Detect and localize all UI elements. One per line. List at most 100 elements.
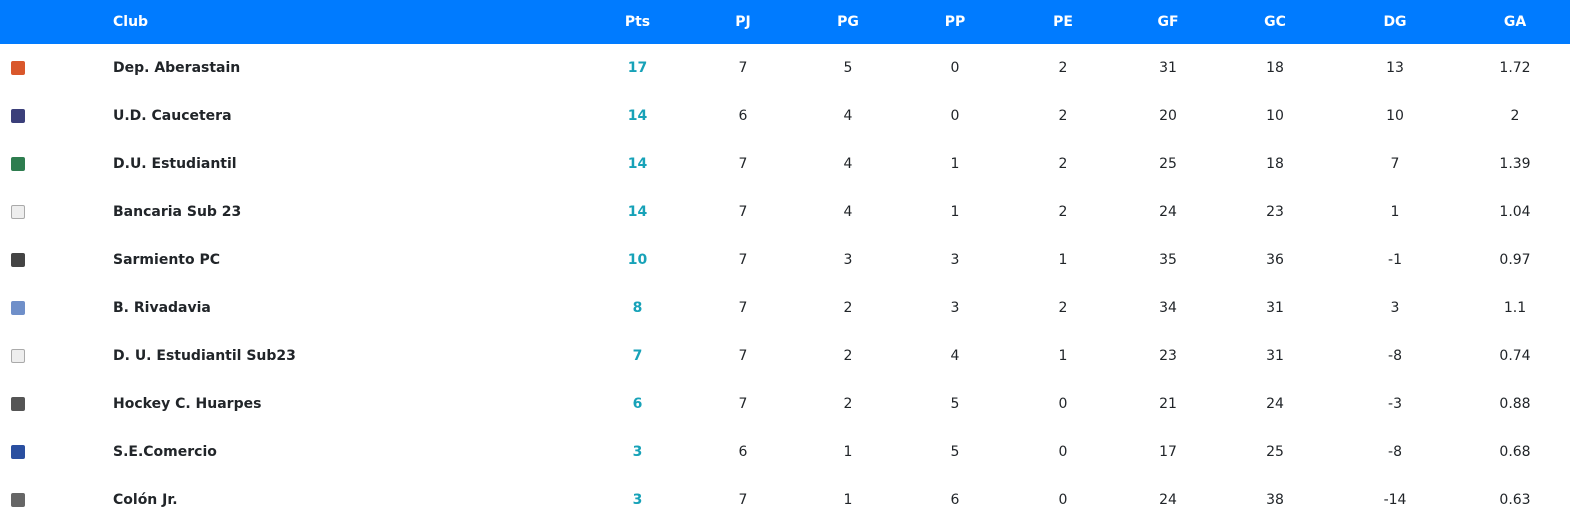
emblem-gray-icon [11, 397, 25, 411]
sec-badge-icon [11, 445, 25, 459]
cac-badge-icon [11, 493, 25, 507]
club-logo [0, 205, 100, 219]
table-row[interactable]: Dep. Aberastain 17 7 5 0 2 31 18 13 1.72 [0, 44, 1570, 92]
club-logo [0, 445, 100, 459]
cell-gf: 25 [1159, 156, 1177, 172]
cell-pj: 7 [738, 300, 748, 316]
cell-pe: 2 [1058, 204, 1068, 220]
column-header-dg[interactable]: DG [1383, 14, 1407, 30]
cell-dg: 7 [1390, 156, 1400, 172]
cell-pg: 5 [843, 60, 853, 76]
column-header-pts[interactable]: Pts [624, 14, 651, 30]
club-name[interactable]: Dep. Aberastain [113, 60, 241, 76]
cell-gf: 21 [1159, 396, 1177, 412]
cell-pj: 7 [738, 252, 748, 268]
wordmark-dark-icon [11, 253, 25, 267]
cell-gc: 36 [1266, 252, 1284, 268]
cell-gc: 31 [1266, 300, 1284, 316]
cell-gf: 20 [1159, 108, 1177, 124]
table-body: Dep. Aberastain 17 7 5 0 2 31 18 13 1.72 U.D. Cauc… [0, 44, 1570, 524]
club-name[interactable]: D. U. Estudiantil Sub23 [113, 348, 296, 364]
table-row[interactable]: B. Rivadavia 8 7 2 3 2 34 31 3 1.1 [0, 284, 1570, 332]
table-row[interactable]: S.E.Comercio 3 6 1 5 0 17 25 -8 0.68 [0, 428, 1570, 476]
cell-gc: 10 [1266, 108, 1284, 124]
club-name[interactable]: Colón Jr. [113, 492, 178, 508]
cell-pg: 4 [843, 204, 853, 220]
cell-pp: 4 [950, 348, 960, 364]
cell-pts: 14 [627, 204, 648, 220]
table-row[interactable]: Sarmiento PC 10 7 3 3 1 35 36 -1 0.97 [0, 236, 1570, 284]
shield-orange-icon [11, 61, 25, 75]
cell-dg: -1 [1388, 252, 1402, 268]
wordmark-blue-icon [11, 301, 25, 315]
cell-pj: 7 [738, 348, 748, 364]
cell-gf: 35 [1159, 252, 1177, 268]
column-header-pe[interactable]: PE [1053, 14, 1073, 30]
cell-dg: -14 [1383, 492, 1407, 508]
club-name[interactable]: Hockey C. Huarpes [113, 396, 262, 412]
table-row[interactable]: Hockey C. Huarpes 6 7 2 5 0 21 24 -3 0.88 [0, 380, 1570, 428]
cell-gc: 38 [1266, 492, 1284, 508]
club-name[interactable]: Bancaria Sub 23 [113, 204, 242, 220]
club-name[interactable]: S.E.Comercio [113, 444, 217, 460]
column-header-pg[interactable]: PG [837, 14, 859, 30]
table-row[interactable]: U.D. Caucetera 14 6 4 0 2 20 10 10 2 [0, 92, 1570, 140]
column-header-ga[interactable]: GA [1503, 14, 1527, 30]
cell-pts: 17 [627, 60, 648, 76]
column-header-club[interactable]: Club [113, 14, 149, 30]
column-header-gf[interactable]: GF [1157, 14, 1179, 30]
club-name[interactable]: Sarmiento PC [113, 252, 221, 268]
club-name[interactable]: B. Rivadavia [113, 300, 211, 316]
club-logo [0, 397, 100, 411]
cell-gc: 23 [1266, 204, 1284, 220]
broken-image-icon [11, 349, 25, 363]
column-header-gc[interactable]: GC [1264, 14, 1286, 30]
column-header-pp[interactable]: PP [944, 14, 966, 30]
cell-pts: 6 [632, 396, 643, 412]
club-logo [0, 157, 100, 171]
broken-image-icon [11, 205, 25, 219]
cell-gc: 25 [1266, 444, 1284, 460]
cell-pe: 2 [1058, 300, 1068, 316]
cell-gf: 23 [1159, 348, 1177, 364]
cell-pj: 7 [738, 156, 748, 172]
table-row[interactable]: Bancaria Sub 23 14 7 4 1 2 24 23 1 1.04 [0, 188, 1570, 236]
cell-pg: 2 [843, 396, 853, 412]
cell-dg: -8 [1388, 444, 1402, 460]
cell-pe: 0 [1058, 444, 1068, 460]
cell-ga: 1.04 [1499, 204, 1531, 220]
cell-pp: 6 [950, 492, 960, 508]
cell-pg: 1 [843, 444, 853, 460]
club-name[interactable]: D.U. Estudiantil [113, 156, 237, 172]
cell-gc: 18 [1266, 156, 1284, 172]
cell-pe: 2 [1058, 108, 1068, 124]
cell-pp: 1 [950, 156, 960, 172]
club-logo [0, 301, 100, 315]
club-logo [0, 253, 100, 267]
cell-pts: 3 [632, 444, 643, 460]
table-row[interactable]: D. U. Estudiantil Sub23 7 7 2 4 1 23 31 -8 0.74 [0, 332, 1570, 380]
table-row[interactable]: Colón Jr. 3 7 1 6 0 24 38 -14 0.63 [0, 476, 1570, 524]
crest-navy-icon [11, 109, 25, 123]
table-row[interactable]: D.U. Estudiantil 14 7 4 1 2 25 18 7 1.39 [0, 140, 1570, 188]
cell-ga: 1.1 [1503, 300, 1527, 316]
cell-dg: 3 [1390, 300, 1400, 316]
club-logo [0, 349, 100, 363]
cell-gf: 17 [1159, 444, 1177, 460]
cell-dg: -8 [1388, 348, 1402, 364]
cell-ga: 0.88 [1499, 396, 1531, 412]
cell-pj: 7 [738, 204, 748, 220]
cell-pp: 5 [950, 444, 960, 460]
cell-ga: 0.68 [1499, 444, 1531, 460]
table-header: Club Pts PJ PG PP PE GF GC DG GA [0, 0, 1570, 44]
cell-pj: 6 [738, 108, 748, 124]
club-name[interactable]: U.D. Caucetera [113, 108, 232, 124]
cell-pts: 10 [627, 252, 648, 268]
club-logo [0, 109, 100, 123]
cell-ga: 0.74 [1499, 348, 1531, 364]
cell-pg: 1 [843, 492, 853, 508]
column-header-pj[interactable]: PJ [735, 14, 751, 30]
cell-ga: 2 [1510, 108, 1520, 124]
cell-pp: 1 [950, 204, 960, 220]
